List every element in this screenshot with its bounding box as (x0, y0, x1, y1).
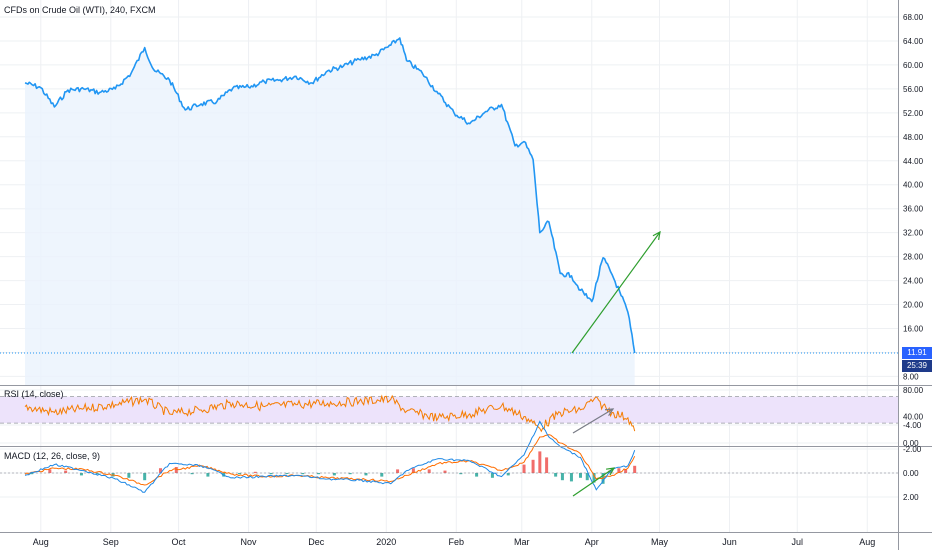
axis-labels: Aug Sep Oct Nov Dec 2020 Feb Mar Apr May Jun Jul Aug… (33, 13, 924, 547)
macd-histogram-bar (538, 451, 542, 473)
macd-histogram-bar (592, 473, 596, 483)
price-line (24, 37, 636, 354)
x-tick-label: May (651, 537, 669, 547)
x-tick-label: Sep (103, 537, 119, 547)
macd-histogram-bar (64, 470, 68, 473)
y-tick-label: 28.00 (903, 253, 924, 262)
macd-histogram-bar (506, 473, 510, 476)
macd-histogram-bar (475, 473, 479, 477)
x-tick-label: Aug (859, 537, 875, 547)
y-tick-label: 32.00 (903, 229, 924, 238)
macd-histogram-bar (285, 473, 289, 474)
trend-arrows (571, 230, 661, 497)
macd-tick-label: 0.00 (903, 469, 919, 478)
macd-histogram-bar (269, 473, 273, 475)
macd-histogram-bar (348, 473, 352, 475)
macd-histogram-bar (95, 473, 99, 475)
macd-histogram-bar (238, 473, 242, 475)
macd-histogram-bar (364, 473, 368, 476)
trend-arrow-price-head (652, 230, 661, 240)
macd-histogram-bar (396, 469, 400, 473)
x-tick-label: Dec (308, 537, 325, 547)
macd-histogram-bar (569, 473, 573, 482)
trend-arrow-rsi (572, 408, 614, 434)
macd-histogram-bar (411, 468, 415, 473)
countdown-tag: 25:39 (902, 360, 932, 372)
y-tick-label: 68.00 (903, 13, 924, 22)
macd-histogram-bar (617, 468, 621, 473)
macd-histogram-bar (459, 473, 463, 475)
y-tick-label: 36.00 (903, 205, 924, 214)
y-tick-label: 40.00 (903, 181, 924, 190)
price-tag: 11.91 (902, 347, 932, 359)
macd-histogram-bar (174, 467, 178, 473)
macd-histogram-bar (531, 459, 535, 473)
macd-histogram-bar (380, 473, 384, 477)
macd-histogram-bar (560, 473, 564, 481)
trend-arrow-price (571, 231, 661, 354)
macd-histogram-bar (190, 473, 194, 475)
y-tick-label: 44.00 (903, 157, 924, 166)
macd-histogram-bar (206, 473, 210, 477)
macd-histogram-bar (30, 473, 34, 475)
y-tick-label: 60.00 (903, 61, 924, 70)
x-tick-label: Mar (514, 537, 530, 547)
x-tick-label: Jul (792, 537, 804, 547)
trend-arrow-macd-head (605, 467, 616, 476)
macd-histogram-bar (554, 473, 558, 477)
chart-title: CFDs on Crude Oil (WTI), 240, FXCM (4, 5, 156, 15)
series-lines (0, 37, 898, 493)
rsi-tick-label: 80.00 (903, 386, 924, 395)
macd-tick-label: -4.00 (903, 421, 922, 430)
macd-histogram-bar (585, 473, 589, 481)
y-tick-label: 24.00 (903, 277, 924, 286)
macd-histogram-bar (332, 473, 336, 476)
y-tick-label: 8.00 (903, 372, 919, 381)
trend-arrow-rsi-head (604, 408, 615, 417)
trend-arrow-macd (572, 467, 615, 497)
macd-histogram-bar (443, 470, 447, 473)
macd-tick-label: -2.00 (903, 445, 922, 454)
macd-histogram-bar (624, 469, 628, 473)
y-tick-label: 56.00 (903, 85, 924, 94)
macd-line (24, 420, 636, 493)
macd-histogram-bar (522, 464, 526, 473)
macd-tick-label: 2.00 (903, 493, 919, 502)
rsi-tick-label: 40.00 (903, 413, 924, 422)
y-tick-label: 48.00 (903, 133, 924, 142)
rsi-title: RSI (14, close) (4, 389, 64, 399)
y-tick-label: 16.00 (903, 324, 924, 333)
y-tick-label: 64.00 (903, 37, 924, 46)
x-tick-label: Apr (585, 537, 599, 547)
signal-line (24, 434, 636, 486)
macd-histogram-bar (79, 473, 83, 476)
rsi-tick-label: 0.00 (903, 439, 919, 448)
macd-histogram-bar (127, 473, 131, 478)
x-tick-label: 2020 (376, 537, 396, 547)
macd-histogram-bar (143, 473, 147, 481)
y-tick-label: 20.00 (903, 301, 924, 310)
macd-histogram-bar (427, 469, 431, 473)
macd-histogram-bar (633, 465, 637, 473)
x-tick-label: Aug (33, 537, 49, 547)
x-tick-label: Feb (449, 537, 465, 547)
macd-histogram-bar (490, 473, 494, 478)
macd-histogram-bar (48, 469, 52, 473)
macd-histogram-bar (158, 468, 162, 473)
macd-histogram-bar (578, 473, 582, 478)
macd-histogram-bar (253, 471, 257, 473)
macd-histogram-bar (317, 473, 321, 475)
y-tick-label: 52.00 (903, 109, 924, 118)
x-tick-label: Jun (722, 537, 737, 547)
x-tick-label: Nov (241, 537, 258, 547)
x-tick-label: Oct (172, 537, 187, 547)
rsi-line (24, 394, 636, 433)
macd-histogram-bar (545, 457, 549, 473)
macd-histogram-bar (301, 473, 305, 475)
price-area-fill (25, 38, 635, 385)
macd-title: MACD (12, 26, close, 9) (4, 451, 101, 461)
